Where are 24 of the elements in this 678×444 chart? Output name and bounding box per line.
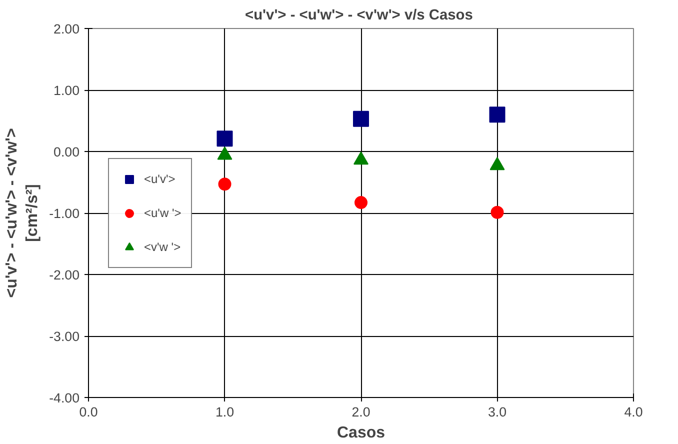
y-tick-label: -2.00 — [49, 268, 80, 282]
point — [216, 130, 233, 147]
x-tick-label: 3.0 — [488, 404, 507, 420]
legend-label: <u'v'> — [144, 172, 176, 186]
x-tick-label: 1.0 — [215, 404, 234, 420]
legend-label: <u'w '> — [144, 206, 182, 220]
y-tick-label: -4.00 — [49, 390, 80, 406]
point — [490, 206, 504, 219]
legend-label: <v'w '> — [144, 240, 181, 254]
y-tick-label: 1.00 — [54, 83, 80, 98]
point — [489, 106, 506, 123]
y-tick-label: -1.00 — [49, 206, 80, 221]
x-tick-label: 0.0 — [79, 404, 98, 420]
point — [218, 178, 232, 191]
y-tick-label: 2.00 — [54, 22, 80, 36]
y-tick-label: -3.00 — [49, 329, 80, 344]
x-axis-title: Casos — [336, 424, 386, 442]
y-axis-title: <u'v'> - <u'w'> - <v'w'> [cm²/s²] — [4, 128, 42, 298]
point — [354, 196, 368, 210]
chart-title: <u'v'> - <u'w'> - <v'w'> v/s Casos — [245, 8, 473, 24]
point — [353, 110, 369, 127]
x-tick-label: 4.0 — [624, 404, 643, 420]
x-tick-label: 2.0 — [352, 404, 370, 420]
y-tick-label: 0.00 — [54, 144, 80, 160]
